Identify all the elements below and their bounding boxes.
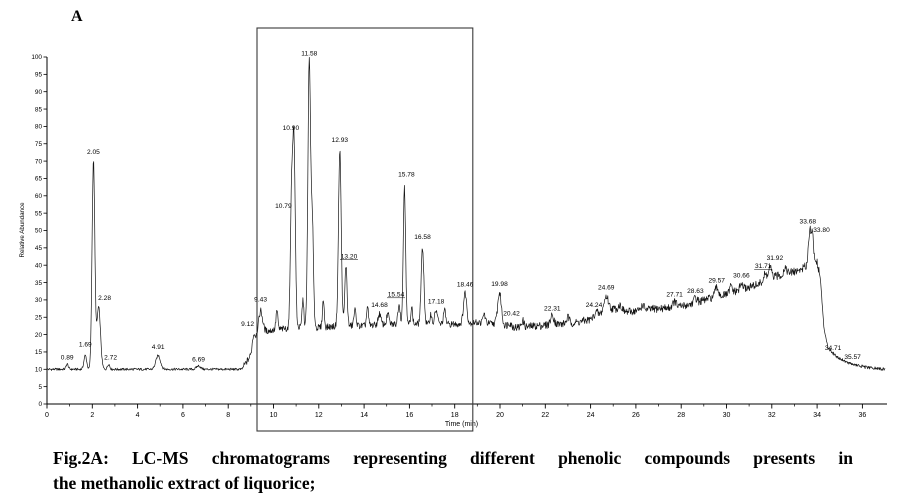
- peak-label-15.78: 15.78: [398, 172, 415, 179]
- y-tick-label: 30: [35, 297, 43, 304]
- peak-label-10.90: 10.90: [283, 125, 300, 132]
- y-tick-label: 0: [38, 401, 42, 408]
- peak-label-2.28: 2.28: [98, 295, 111, 302]
- y-axis-title: Relative Abundance: [19, 202, 26, 258]
- peak-label-6.69: 6.69: [192, 356, 205, 363]
- x-tick-label: 8: [226, 412, 230, 419]
- peak-label-30.66: 30.66: [733, 272, 750, 279]
- chromatogram-chart: 0510152025303540455055606570758085909510…: [19, 27, 887, 432]
- y-tick-label: 100: [31, 54, 42, 61]
- figure-caption: Fig.2A: LC-MS chromatograms representing…: [53, 446, 853, 496]
- peak-label-33.80: 33.80: [813, 227, 830, 234]
- y-tick-label: 90: [35, 89, 43, 96]
- y-tick-label: 40: [35, 262, 43, 269]
- x-tick-label: 0: [45, 412, 49, 419]
- y-tick-label: 75: [35, 141, 43, 148]
- peak-label-31.71: 31.71: [755, 263, 772, 270]
- peak-label-1.69: 1.69: [79, 342, 92, 349]
- peak-label-19.98: 19.98: [491, 281, 508, 288]
- highlight-box: [256, 27, 474, 432]
- peak-label-20.42: 20.42: [503, 311, 520, 318]
- x-tick-label: 14: [360, 412, 368, 419]
- x-tick-label: 4: [136, 412, 140, 419]
- y-tick-label: 45: [35, 245, 43, 252]
- x-tick-label: 12: [315, 412, 323, 419]
- peak-label-24.24: 24.24: [586, 302, 603, 309]
- panel-label: A: [71, 8, 83, 25]
- x-tick-label: 18: [451, 412, 459, 419]
- peak-label-4.91: 4.91: [152, 344, 165, 351]
- y-tick-label: 85: [35, 106, 43, 113]
- peak-label-15.54: 15.54: [388, 291, 405, 298]
- x-tick-label: 28: [677, 412, 685, 419]
- x-axis-title: Time (min): [445, 421, 478, 428]
- x-tick-label: 32: [768, 412, 776, 419]
- caption-line-1: Fig.2A: LC-MS chromatograms representing…: [53, 448, 853, 468]
- peak-label-2.72: 2.72: [104, 355, 117, 362]
- y-tick-label: 10: [35, 367, 43, 374]
- x-tick-label: 30: [723, 412, 731, 419]
- x-tick-label: 26: [632, 412, 640, 419]
- x-tick-label: 10: [270, 412, 278, 419]
- y-tick-label: 95: [35, 72, 43, 79]
- y-tick-label: 65: [35, 176, 43, 183]
- x-tick-label: 24: [587, 412, 595, 419]
- peak-label-0.89: 0.89: [61, 355, 74, 362]
- y-tick-label: 20: [35, 332, 43, 339]
- x-tick-label: 36: [859, 412, 867, 419]
- y-tick-label: 50: [35, 228, 43, 235]
- peak-label-12.93: 12.93: [332, 137, 349, 144]
- y-tick-label: 80: [35, 124, 43, 131]
- y-tick-label: 70: [35, 158, 43, 165]
- y-tick-label: 60: [35, 193, 43, 200]
- caption-line-2: the methanolic extract of liquorice;: [53, 472, 316, 493]
- peak-label-28.63: 28.63: [687, 288, 704, 295]
- peak-label-35.57: 35.57: [844, 354, 861, 361]
- x-tick-label: 16: [406, 412, 414, 419]
- peak-label-29.57: 29.57: [708, 278, 725, 285]
- peak-label-9.12: 9.12: [241, 321, 254, 328]
- y-tick-label: 55: [35, 210, 43, 217]
- y-tick-label: 25: [35, 314, 43, 321]
- y-tick-label: 5: [38, 384, 42, 391]
- peak-label-9.43: 9.43: [254, 297, 267, 304]
- x-tick-label: 6: [181, 412, 185, 419]
- peak-label-24.69: 24.69: [598, 285, 615, 292]
- x-tick-label: 34: [813, 412, 821, 419]
- y-tick-label: 35: [35, 280, 43, 287]
- peak-label-27.71: 27.71: [666, 291, 683, 298]
- peak-label-33.68: 33.68: [800, 219, 817, 226]
- peak-label-17.18: 17.18: [428, 298, 445, 305]
- peak-label-11.58: 11.58: [301, 50, 317, 57]
- peak-label-14.68: 14.68: [371, 302, 388, 309]
- peak-label-16.58: 16.58: [414, 234, 431, 241]
- peak-label-13.20: 13.20: [341, 253, 358, 260]
- peak-label-31.92: 31.92: [767, 255, 784, 262]
- x-tick-label: 20: [496, 412, 504, 419]
- chromatogram-trace: [46, 56, 886, 371]
- peak-label-18.46: 18.46: [457, 282, 474, 289]
- y-tick-label: 15: [35, 349, 43, 356]
- peak-label-2.05: 2.05: [87, 149, 100, 156]
- peak-label-22.31: 22.31: [544, 305, 561, 312]
- x-tick-label: 22: [541, 412, 549, 419]
- x-tick-label: 2: [90, 412, 94, 419]
- peak-label-34.71: 34.71: [825, 345, 842, 352]
- peak-label-10.79: 10.79: [275, 203, 292, 210]
